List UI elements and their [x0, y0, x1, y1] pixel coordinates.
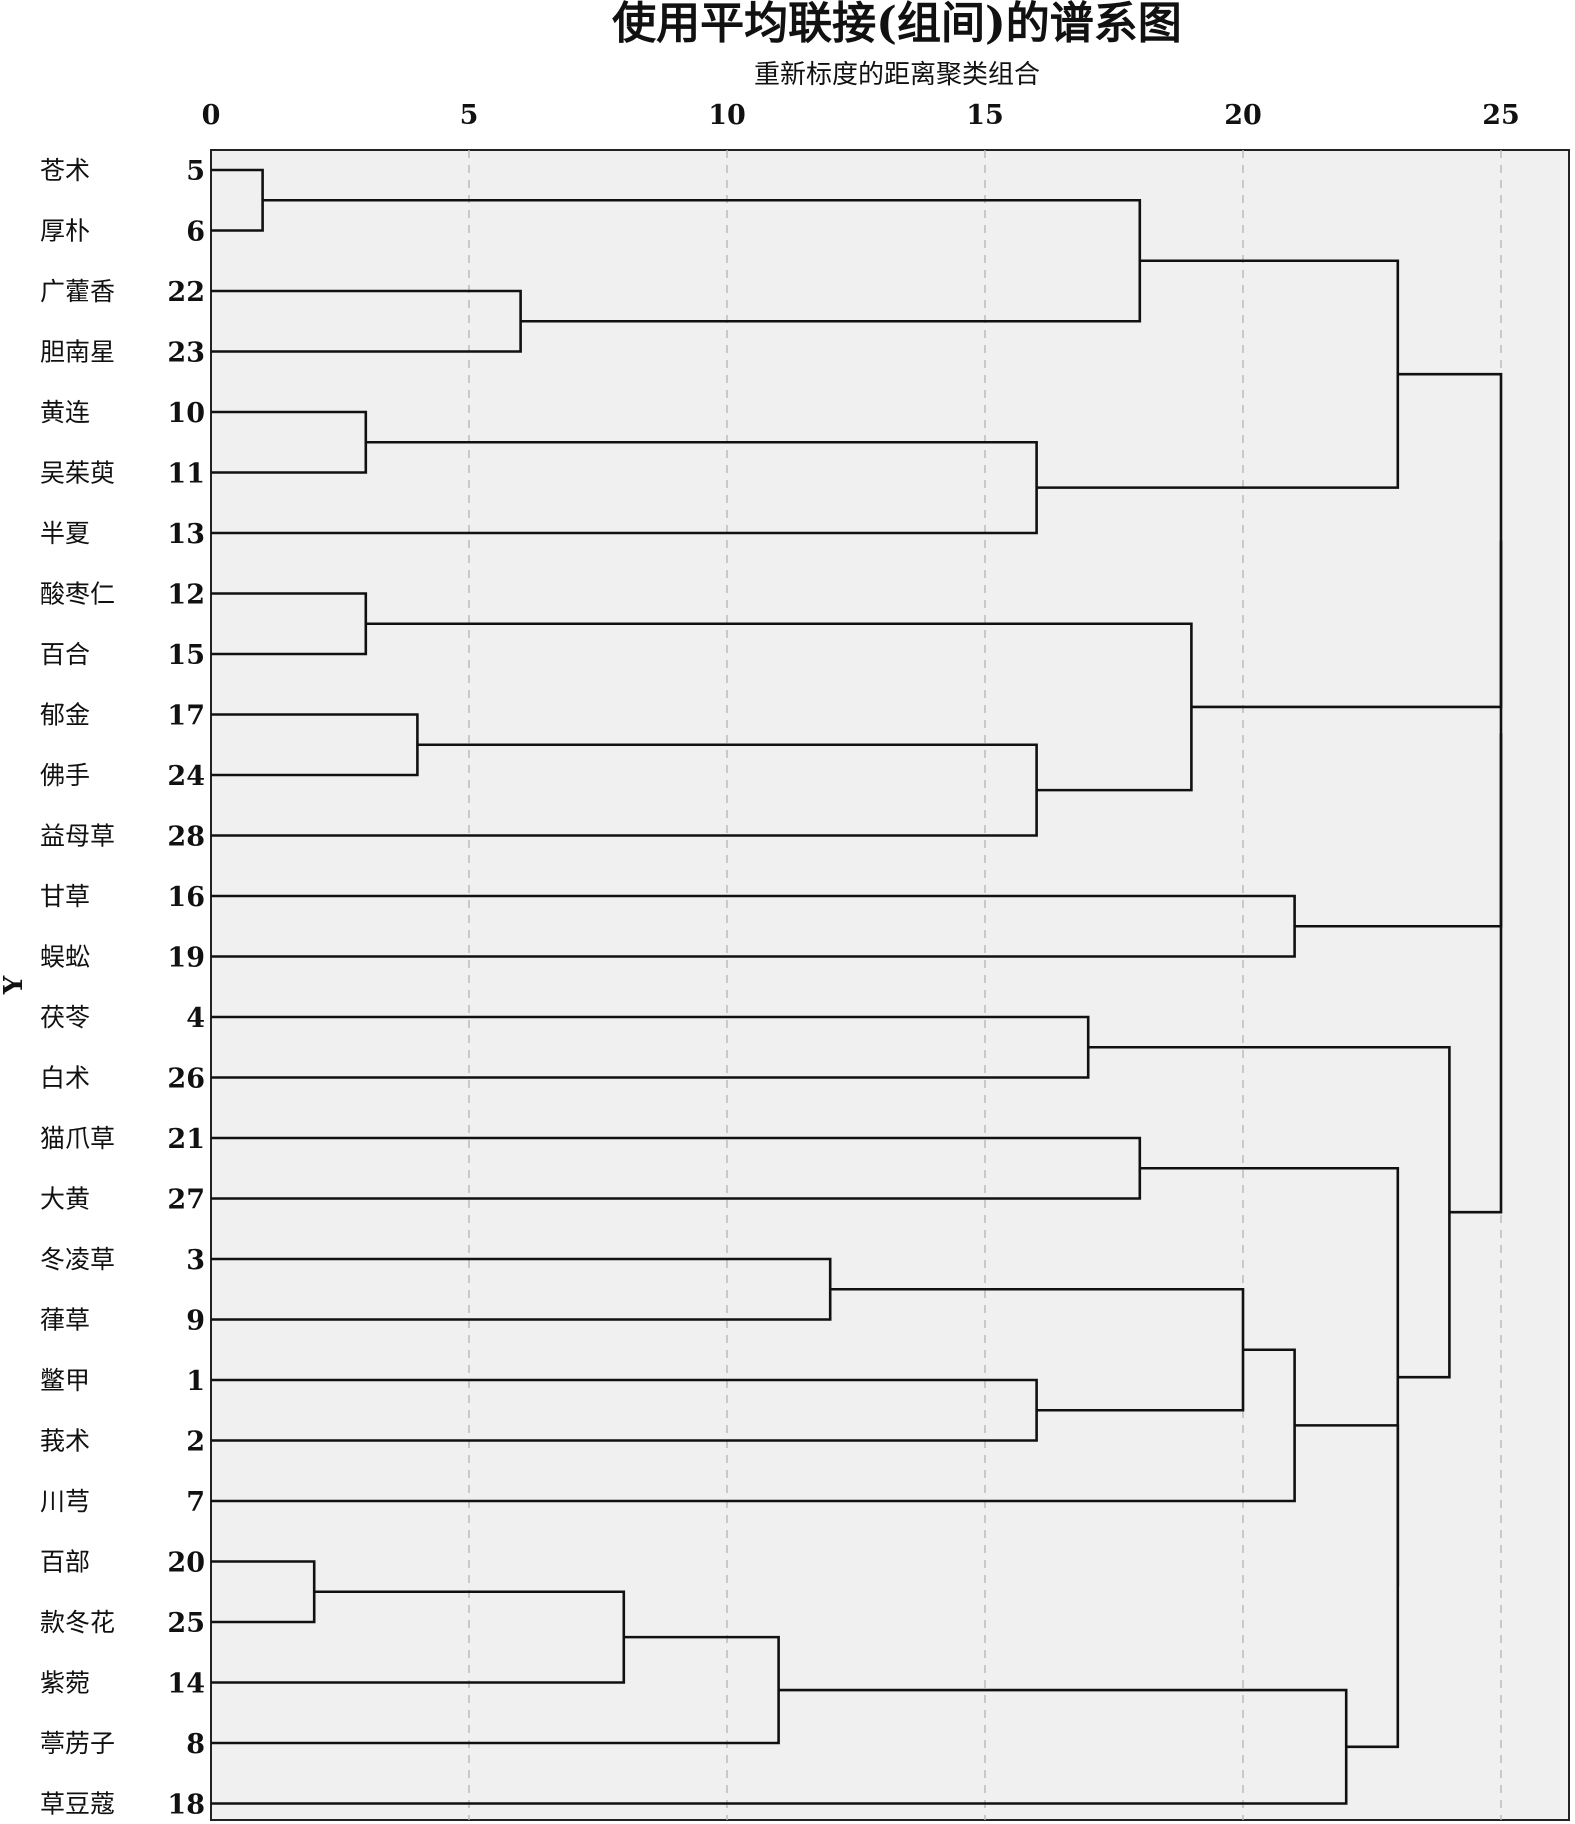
leaf-id: 24 — [167, 761, 205, 792]
leaf-name: 百合 — [40, 640, 90, 669]
leaf-name: 大黄 — [40, 1185, 90, 1214]
leaf-id: 23 — [167, 338, 205, 369]
leaf-name: 猫爪草 — [40, 1124, 115, 1153]
leaf-id: 27 — [167, 1185, 205, 1216]
leaf-name: 葶苈子 — [40, 1729, 115, 1758]
leaf-name: 草豆蔻 — [40, 1790, 115, 1819]
x-axis-ticks: 0 5 10 15 20 25 — [202, 100, 1520, 131]
leaf-id: 28 — [167, 822, 205, 853]
leaf-id: 12 — [167, 580, 205, 611]
leaf-id: 5 — [186, 156, 205, 187]
leaf-name: 黄连 — [40, 398, 90, 427]
leaf-id: 6 — [186, 217, 205, 248]
leaf-name: 莪术 — [40, 1427, 90, 1456]
leaf-id: 25 — [167, 1608, 205, 1639]
x-tick-label: 5 — [460, 100, 479, 131]
dendrogram-link — [1449, 733, 1503, 1214]
dendrogram-link — [1139, 1166, 1400, 1587]
leaf-id: 8 — [186, 1729, 205, 1760]
leaf-name: 葎草 — [40, 1306, 90, 1335]
leaf-name: 广藿香 — [40, 277, 115, 306]
leaf-name: 半夏 — [40, 519, 90, 548]
leaf-id: 22 — [167, 277, 205, 308]
leaf-id: 26 — [167, 1064, 205, 1095]
x-tick-label: 0 — [202, 100, 221, 131]
leaf-id: 11 — [167, 459, 205, 490]
leaf-name: 厚朴 — [40, 217, 90, 246]
leaf-id: 14 — [167, 1669, 205, 1700]
leaf-name: 苍术 — [40, 156, 90, 185]
leaf-id: 21 — [167, 1124, 205, 1155]
chart-title: 使用平均联接(组间)的谱系图 — [612, 0, 1182, 49]
leaf-name: 白术 — [40, 1064, 90, 1093]
leaf-id: 10 — [167, 398, 205, 429]
leaf-name: 益母草 — [40, 822, 115, 851]
leaf-name: 佛手 — [40, 761, 90, 790]
leaf-id: 4 — [186, 1003, 205, 1034]
leaf-name: 川芎 — [40, 1487, 90, 1516]
x-tick-label: 20 — [1224, 100, 1262, 131]
x-tick-label: 10 — [708, 100, 746, 131]
leaf-name: 吴茱萸 — [40, 459, 115, 488]
leaf-name: 胆南星 — [40, 338, 115, 367]
leaf-id: 1 — [186, 1366, 205, 1397]
leaf-id: 9 — [186, 1306, 205, 1337]
plot-area — [210, 149, 1570, 1821]
leaf-name: 酸枣仁 — [40, 580, 115, 609]
leaf-name: 茯苓 — [40, 1003, 90, 1032]
x-tick-label: 25 — [1482, 100, 1520, 131]
leaf-id: 17 — [167, 701, 205, 732]
x-tick-label: 15 — [966, 100, 1004, 131]
leaf-name: 款冬花 — [40, 1608, 115, 1637]
leaf-id: 16 — [167, 882, 205, 913]
leaf-name: 郁金 — [40, 701, 90, 730]
leaf-id: 18 — [167, 1790, 205, 1821]
leaf-id: 7 — [186, 1487, 205, 1518]
leaf-id: 20 — [167, 1548, 205, 1579]
dendrogram-link — [1294, 1424, 1400, 1749]
leaf-name: 冬凌草 — [40, 1245, 115, 1274]
dendrogram-links — [211, 168, 1503, 1805]
y-axis-label: Y — [0, 975, 29, 995]
leaf-name: 蜈蚣 — [40, 943, 90, 972]
leaf-name: 百部 — [40, 1548, 90, 1577]
leaf-id: 3 — [186, 1245, 205, 1276]
leaf-id: 13 — [167, 519, 205, 550]
leaf-id: 19 — [167, 943, 205, 974]
leaf-id: 2 — [186, 1427, 205, 1458]
leaf-name: 紫菀 — [40, 1669, 90, 1698]
chart-subtitle: 重新标度的距离聚类组合 — [754, 60, 1040, 90]
leaf-name: 鳖甲 — [40, 1366, 90, 1395]
leaf-name: 甘草 — [40, 882, 90, 911]
leaf-id: 15 — [167, 640, 205, 671]
